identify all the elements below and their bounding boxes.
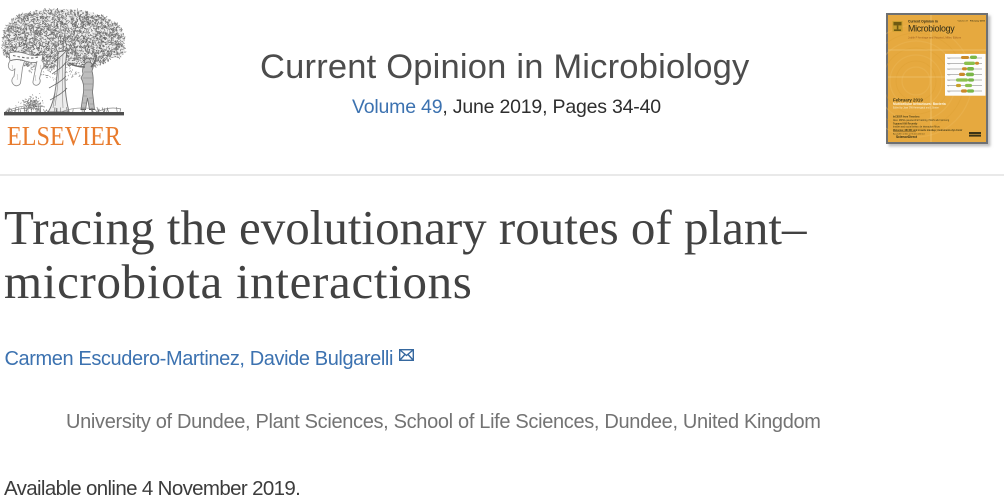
svg-text:InCIDER from Theodora: InCIDER from Theodora xyxy=(893,117,920,119)
svg-text:Also: MRSA password El hacking: Also: MRSA password El hacking / MutS wi… xyxy=(893,119,950,122)
svg-text:Multicellular behaviours: Bact: Multicellular behaviours: Bacteria xyxy=(893,102,946,106)
svg-text:ELSEVIER: ELSEVIER xyxy=(7,121,121,148)
svg-text:February 2019: February 2019 xyxy=(893,98,923,103)
svg-text:ScienceDirect: ScienceDirect xyxy=(896,135,918,139)
svg-text:ee: ee xyxy=(948,80,951,82)
svg-text:bb: bb xyxy=(948,63,951,65)
svg-text:Edited by Joan GW Armengaud an: Edited by Joan GW Armengaud and L Sostre xyxy=(893,106,939,109)
svg-text:aa: aa xyxy=(948,58,951,60)
svg-text:February 2019: February 2019 xyxy=(970,21,986,23)
svg-text:Volume 47: Volume 47 xyxy=(958,21,969,23)
svg-text:Trypanol Kill Recently: Trypanol Kill Recently xyxy=(893,122,918,125)
svg-text:cc: cc xyxy=(948,69,950,71)
svg-text:Available online at ScienceDir: Available online at ScienceDirect xyxy=(893,132,925,135)
svg-text:dd: dd xyxy=(948,74,950,76)
svg-text:Judith P Armitage and Victoria: Judith P Armitage and Victoria L Miller,… xyxy=(908,36,962,40)
svg-text:Insides and social behav. de i: Insides and social behav. de interaction… xyxy=(893,126,941,129)
svg-text:Websites: MICRO und crowds int: Websites: MICRO und crowds interdep; ins… xyxy=(893,129,962,132)
svg-text:Microbiology: Microbiology xyxy=(908,24,955,34)
svg-text:Current Opinion in: Current Opinion in xyxy=(908,19,938,23)
svg-text:gg: gg xyxy=(948,91,950,93)
svg-text:ff: ff xyxy=(948,85,950,87)
